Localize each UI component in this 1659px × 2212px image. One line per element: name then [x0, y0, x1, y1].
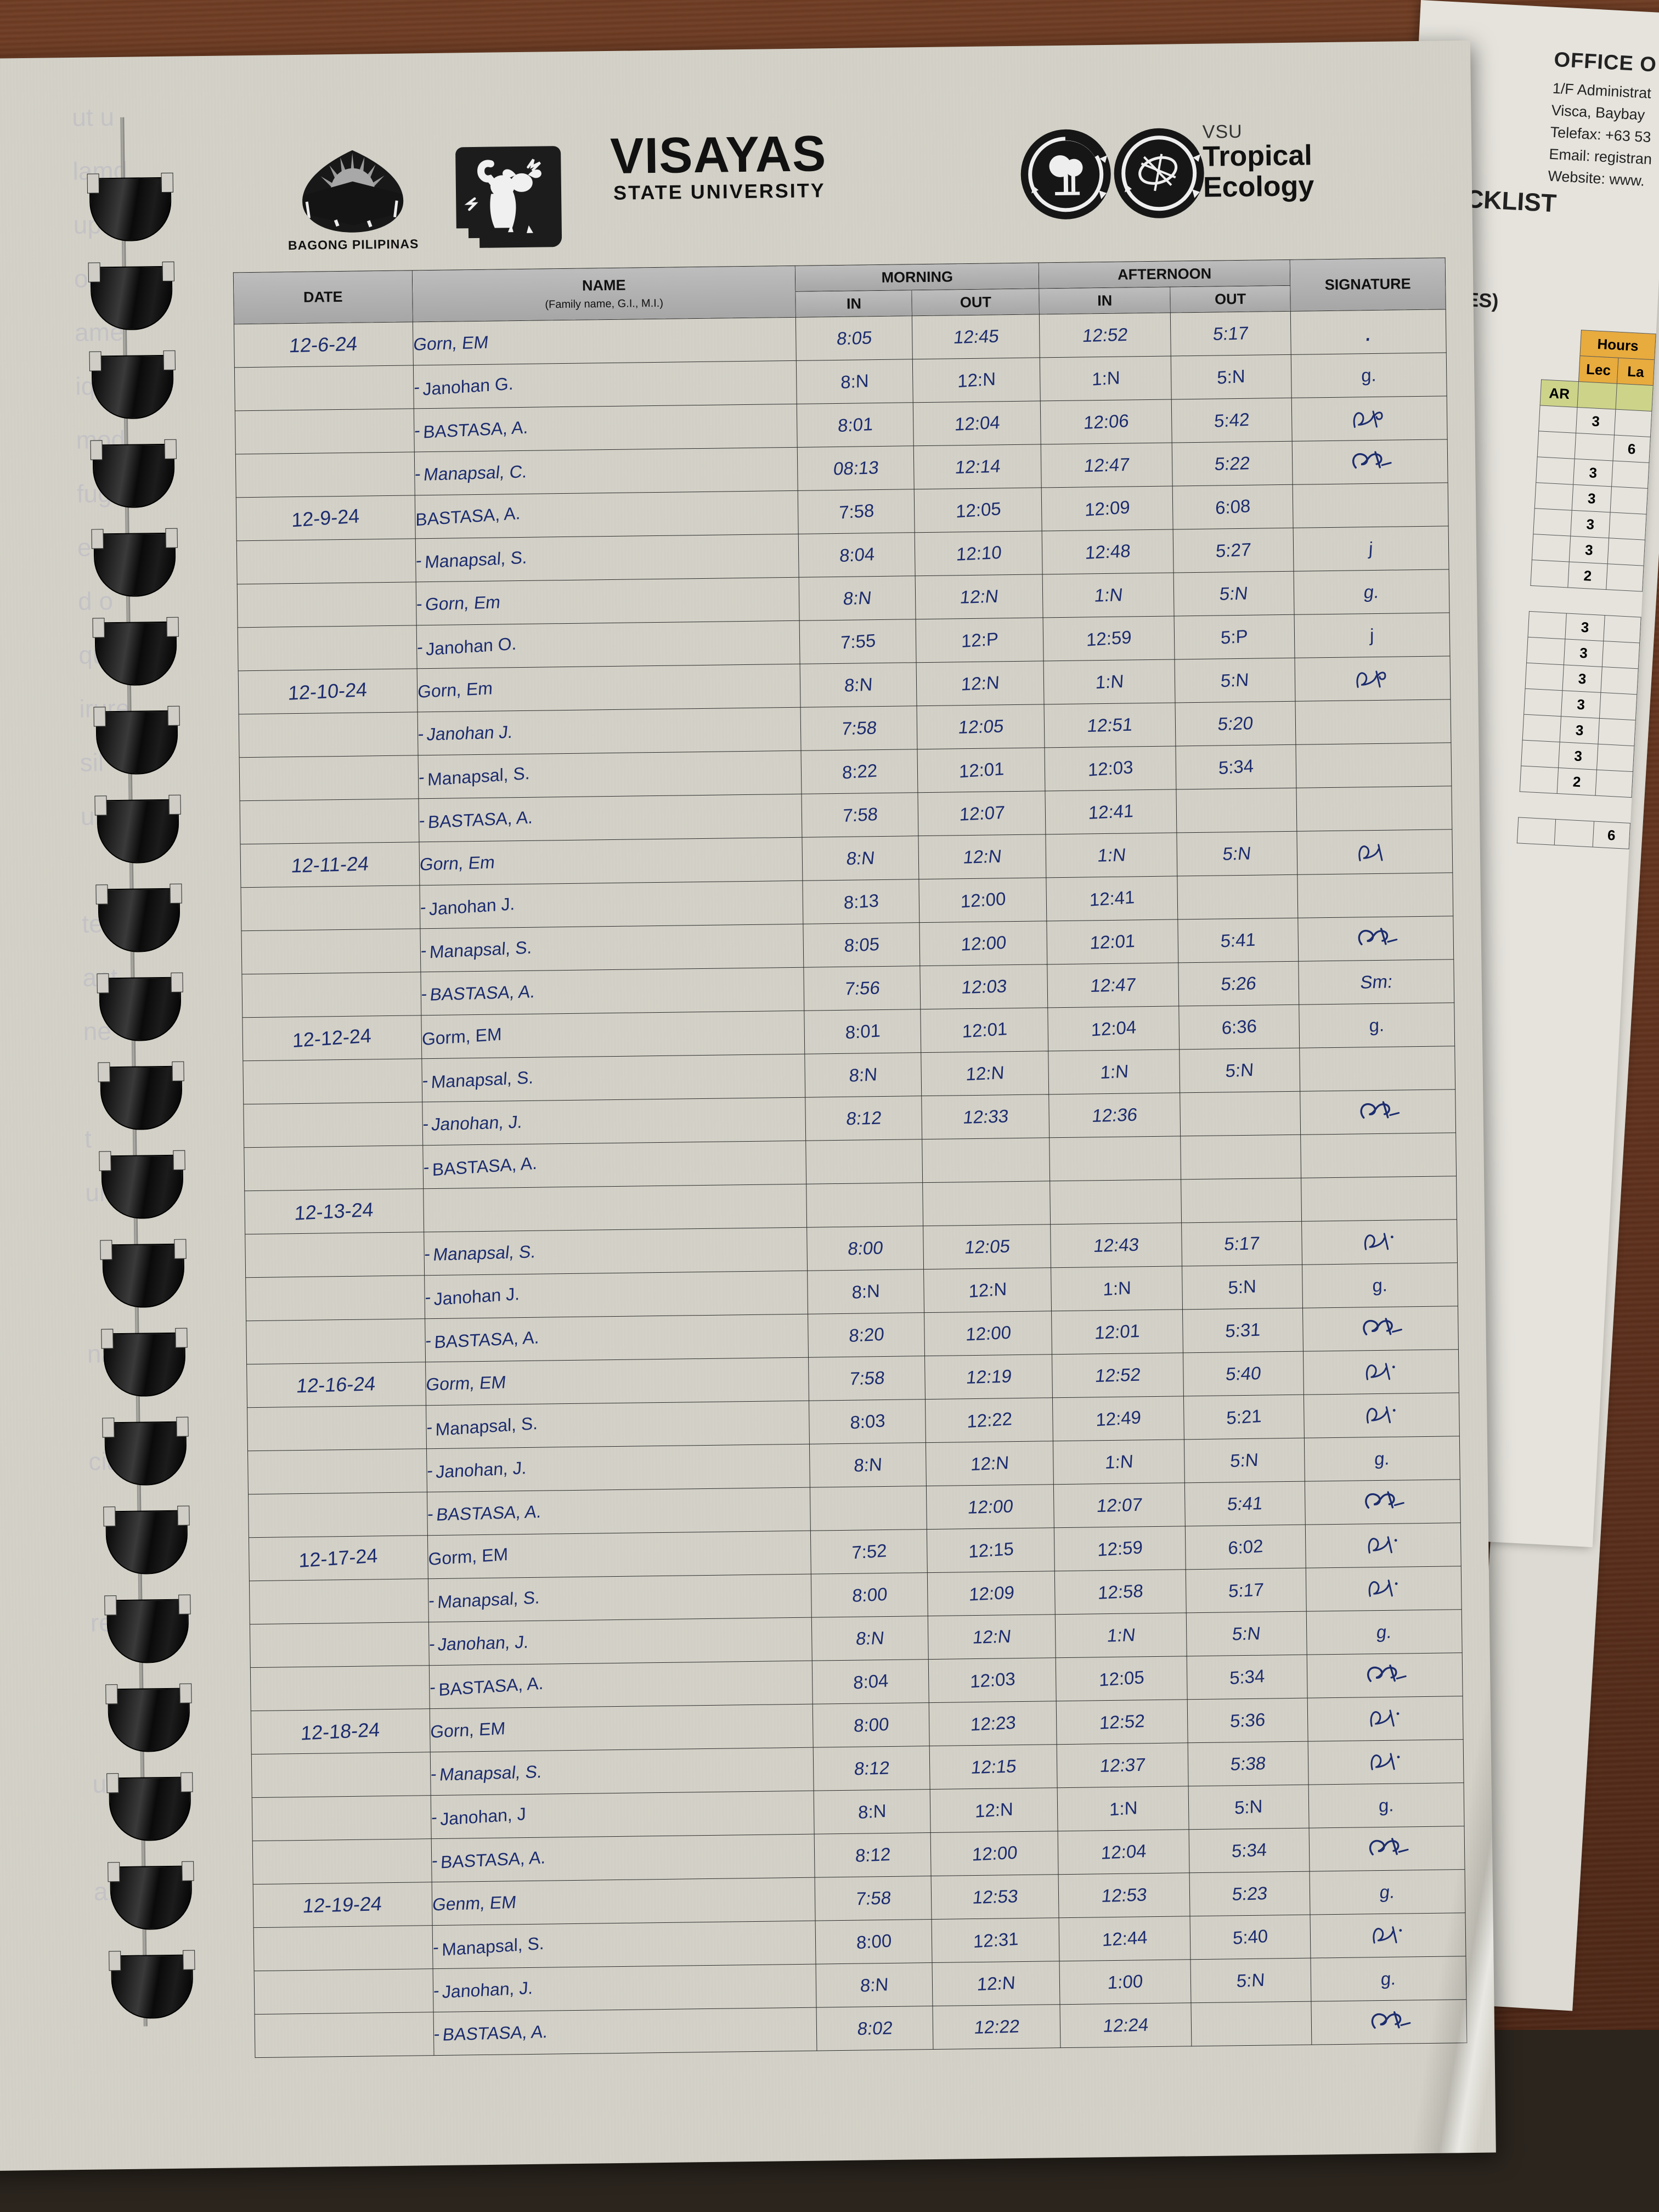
svg-text:BAGONG PILIPINAS: BAGONG PILIPINAS [288, 236, 419, 252]
